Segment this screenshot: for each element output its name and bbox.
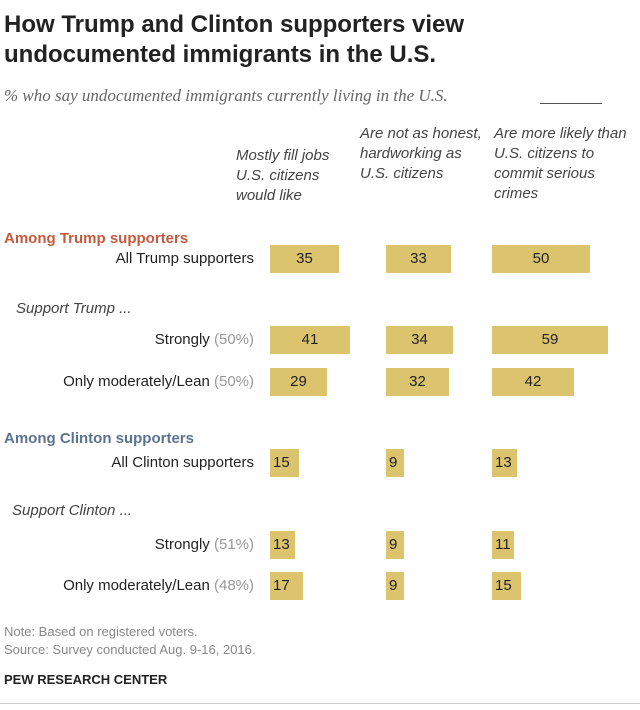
bar-1-row-3: 29 xyxy=(270,368,327,396)
bar-1-row-5: 13 xyxy=(270,531,295,559)
pew-research-center-logo-text: PEW RESEARCH CENTER xyxy=(4,672,168,687)
bar-1-row-1: 35 xyxy=(270,245,339,273)
bar-2-row-1: 33 xyxy=(386,245,451,273)
column-header-not-honest: Are not as honest, hardworking as U.S. c… xyxy=(360,125,482,182)
row-label-trump-strongly: Strongly (50%) xyxy=(154,331,254,348)
column-header-more-crimes: Are more likely than U.S. citizens to co… xyxy=(494,125,627,202)
note-text: Note: Based on registered voters. xyxy=(4,624,198,639)
bar-1-row-6: 17 xyxy=(270,572,303,600)
row-label-trump-moderately: Only moderately/Lean (50%) xyxy=(63,373,254,390)
clinton-subgroup-heading: Support Clinton ... xyxy=(12,502,133,519)
chart-subtitle: % who say undocumented immigrants curren… xyxy=(4,86,448,105)
bar-1-row-2: 41 xyxy=(270,326,350,354)
bar-2-row-2: 34 xyxy=(386,326,453,354)
row-label-all-trump: All Trump supporters xyxy=(115,250,254,267)
bar-2-row-3: 32 xyxy=(386,368,449,396)
bar-2-row-5: 9 xyxy=(386,531,404,559)
source-text: Source: Survey conducted Aug. 9-16, 2016… xyxy=(4,642,256,657)
row-label-clinton-strongly: Strongly (51%) xyxy=(154,536,254,553)
clinton-group-heading: Among Clinton supporters xyxy=(4,430,194,447)
column-header-fill-jobs: Mostly fill jobs U.S. citizens would lik… xyxy=(236,147,330,204)
subtitle-blank-rule xyxy=(540,103,602,104)
trump-group-heading: Among Trump supporters xyxy=(4,230,189,247)
bar-3-row-5: 11 xyxy=(492,531,514,559)
bar-3-row-2: 59 xyxy=(492,326,608,354)
trump-subgroup-heading: Support Trump ... xyxy=(16,300,132,317)
bottom-divider xyxy=(0,703,640,704)
bar-2-row-4: 9 xyxy=(386,449,404,477)
bar-1-row-4: 15 xyxy=(270,449,299,477)
bar-3-row-1: 50 xyxy=(492,245,590,273)
bar-3-row-6: 15 xyxy=(492,572,521,600)
chart-title: How Trump and Clinton supporters view un… xyxy=(4,11,465,68)
bar-3-row-4: 13 xyxy=(492,449,517,477)
row-label-all-clinton: All Clinton supporters xyxy=(111,454,254,471)
bar-3-row-3: 42 xyxy=(492,368,574,396)
row-label-clinton-moderately: Only moderately/Lean (48%) xyxy=(63,577,254,594)
bar-2-row-6: 9 xyxy=(386,572,404,600)
